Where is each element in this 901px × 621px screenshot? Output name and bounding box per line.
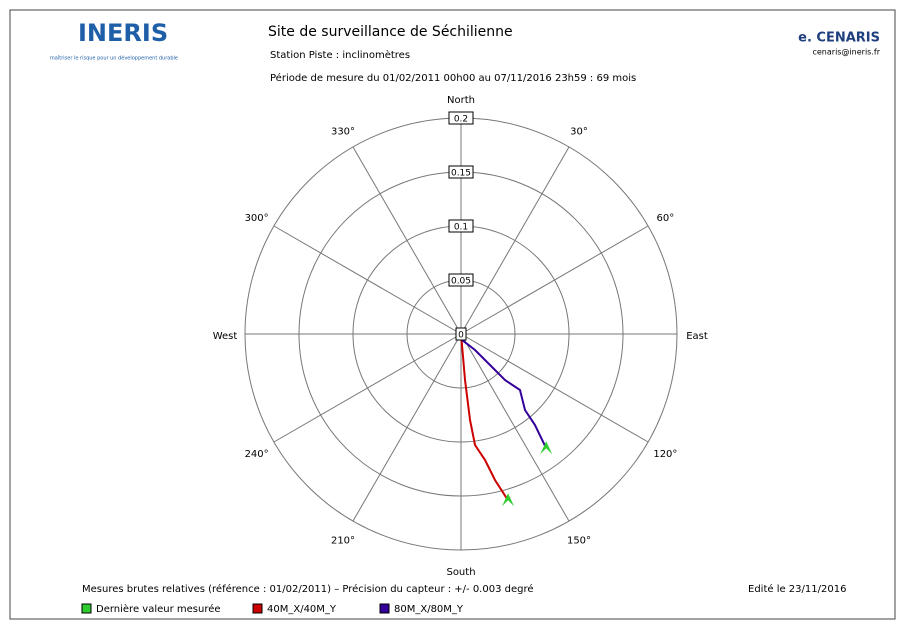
- angle-label: 210°: [331, 535, 355, 546]
- email: cenaris@ineris.fr: [812, 48, 880, 57]
- r-tick-box: [448, 111, 474, 125]
- spoke: [352, 333, 462, 522]
- logo-right: e. CENARIS: [798, 31, 880, 46]
- r-tick-label: 0.1: [454, 223, 468, 233]
- spoke: [460, 225, 649, 335]
- legend-label: 40M_X/40M_Y: [267, 604, 337, 615]
- period: Période de mesure du 01/02/2011 00h00 au…: [270, 72, 636, 84]
- spoke: [352, 146, 462, 335]
- spoke: [273, 333, 462, 443]
- angle-label: 30°: [570, 127, 588, 138]
- spoke: [460, 333, 649, 443]
- legend-label: Dernière valeur mesurée: [96, 603, 221, 615]
- last-value-marker: [540, 441, 553, 455]
- angle-label: 300°: [245, 213, 269, 224]
- subtitle: Station Piste : inclinomètres: [270, 49, 410, 61]
- r-tick-box: [448, 273, 474, 287]
- r-tick-box: [448, 219, 474, 233]
- angle-label: 120°: [653, 449, 677, 460]
- angle-label: East: [686, 331, 708, 342]
- r-tick-label: 0.2: [454, 115, 468, 125]
- footnote: Mesures brutes relatives (référence : 01…: [82, 583, 534, 595]
- angle-label: 330°: [331, 127, 355, 138]
- title: Site de surveillance de Séchilienne: [268, 24, 513, 40]
- angle-label: West: [213, 331, 238, 342]
- legend-label: 80M_X/80M_Y: [394, 604, 464, 615]
- r-tick-box: [448, 165, 474, 179]
- r-tick-label: 0.15: [451, 169, 471, 179]
- spoke: [273, 225, 462, 335]
- spoke: [460, 146, 570, 335]
- legend-swatch: [252, 603, 263, 614]
- r-tick-label: 0.05: [451, 277, 471, 287]
- series-line: [460, 333, 548, 449]
- angle-label: 60°: [657, 213, 675, 224]
- tagline: maîtriser le risque pour un développemen…: [50, 55, 178, 62]
- spoke: [460, 333, 570, 522]
- series-line: [460, 333, 509, 501]
- last-value-marker: [502, 493, 515, 507]
- r-tick-label: 0: [458, 331, 464, 341]
- legend-swatch: [379, 603, 390, 614]
- angle-label: 240°: [245, 449, 269, 460]
- logo: INERIS: [78, 19, 168, 47]
- legend-swatch: [81, 603, 92, 614]
- angle-label: South: [446, 567, 475, 578]
- angle-label: North: [447, 95, 475, 106]
- edited: Edité le 23/11/2016: [748, 583, 846, 595]
- r-tick-box: [455, 327, 467, 341]
- angle-label: 150°: [567, 535, 591, 546]
